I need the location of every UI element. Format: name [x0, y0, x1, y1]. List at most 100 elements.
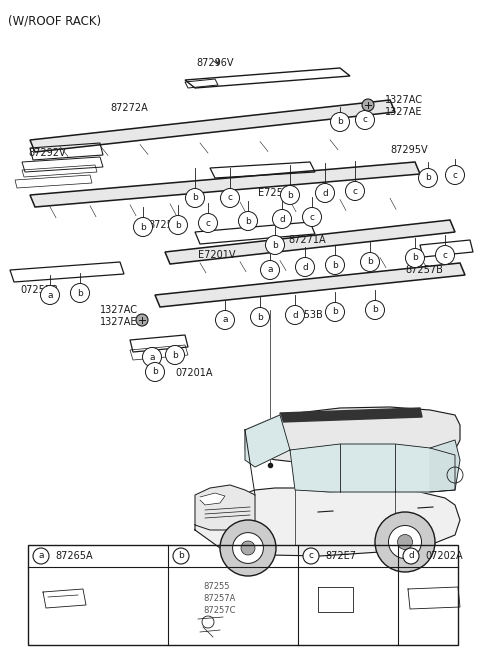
Circle shape — [286, 306, 304, 325]
Text: 87272A: 87272A — [110, 103, 148, 113]
Text: 87257A: 87257A — [203, 594, 235, 603]
Text: 872E7: 872E7 — [325, 551, 356, 561]
Circle shape — [40, 286, 60, 304]
Circle shape — [419, 168, 437, 187]
Text: d: d — [279, 214, 285, 223]
Circle shape — [331, 112, 349, 131]
Circle shape — [362, 99, 374, 111]
Text: b: b — [412, 254, 418, 263]
Text: c: c — [228, 194, 232, 202]
Circle shape — [325, 256, 345, 275]
Circle shape — [346, 181, 364, 200]
Text: E7258B: E7258B — [258, 188, 296, 198]
Text: c: c — [443, 250, 447, 260]
Polygon shape — [165, 220, 455, 264]
Text: b: b — [175, 221, 181, 229]
Circle shape — [403, 548, 419, 564]
Text: 87296V: 87296V — [196, 58, 234, 68]
Text: c: c — [205, 219, 211, 227]
Circle shape — [143, 348, 161, 367]
Text: a: a — [149, 353, 155, 361]
Circle shape — [251, 307, 269, 327]
Text: b: b — [372, 306, 378, 315]
Circle shape — [33, 548, 49, 564]
Text: d: d — [302, 263, 308, 271]
Circle shape — [302, 208, 322, 227]
Circle shape — [220, 520, 276, 576]
Circle shape — [356, 110, 374, 129]
Circle shape — [216, 311, 235, 330]
Circle shape — [133, 217, 153, 237]
Polygon shape — [195, 485, 255, 530]
Circle shape — [199, 214, 217, 233]
Polygon shape — [245, 407, 460, 463]
Circle shape — [296, 258, 314, 277]
Text: d: d — [292, 311, 298, 319]
Circle shape — [435, 246, 455, 265]
Text: c: c — [309, 551, 313, 560]
Text: b: b — [172, 350, 178, 359]
Polygon shape — [200, 493, 225, 505]
Circle shape — [325, 302, 345, 321]
Polygon shape — [155, 263, 465, 307]
Circle shape — [71, 284, 89, 302]
Circle shape — [220, 189, 240, 208]
Circle shape — [241, 541, 255, 555]
Polygon shape — [430, 440, 460, 492]
Text: (W/ROOF RACK): (W/ROOF RACK) — [8, 14, 101, 27]
Text: b: b — [337, 118, 343, 127]
Bar — [28, 545, 458, 645]
Text: 07252B: 07252B — [20, 285, 58, 295]
Circle shape — [265, 235, 285, 254]
Text: 1327AC
1327AE: 1327AC 1327AE — [100, 305, 138, 327]
Text: 1327AC
1327AE: 1327AC 1327AE — [385, 95, 423, 118]
Text: b: b — [178, 551, 184, 560]
Text: 87257B: 87257B — [405, 265, 443, 275]
Circle shape — [273, 210, 291, 229]
Circle shape — [239, 212, 257, 231]
Polygon shape — [30, 162, 420, 207]
Circle shape — [280, 185, 300, 204]
Circle shape — [303, 548, 319, 564]
Text: a: a — [222, 315, 228, 325]
Text: b: b — [272, 240, 278, 250]
Text: b: b — [77, 288, 83, 298]
Circle shape — [445, 166, 465, 185]
Circle shape — [145, 363, 165, 382]
Circle shape — [173, 548, 189, 564]
Text: 87271A: 87271A — [288, 235, 325, 245]
Text: c: c — [362, 116, 368, 124]
Text: b: b — [140, 223, 146, 231]
Text: 87292V: 87292V — [28, 148, 66, 158]
Text: d: d — [408, 551, 414, 560]
Text: E7201V: E7201V — [198, 250, 236, 260]
Text: b: b — [152, 367, 158, 376]
Polygon shape — [30, 100, 395, 152]
Circle shape — [185, 189, 204, 208]
Circle shape — [388, 526, 421, 558]
Circle shape — [397, 535, 412, 549]
Text: b: b — [257, 313, 263, 321]
Text: 07202A: 07202A — [425, 551, 463, 561]
Circle shape — [136, 314, 148, 326]
Circle shape — [233, 533, 264, 564]
Circle shape — [360, 252, 380, 271]
Polygon shape — [280, 408, 422, 422]
Text: 87254B: 87254B — [148, 220, 186, 230]
Polygon shape — [245, 415, 290, 467]
Circle shape — [365, 300, 384, 319]
Text: c: c — [310, 212, 314, 221]
Polygon shape — [195, 488, 460, 556]
Text: b: b — [287, 191, 293, 200]
Text: 87265A: 87265A — [55, 551, 93, 561]
Text: c: c — [453, 171, 457, 179]
Circle shape — [166, 346, 184, 365]
Text: 87255: 87255 — [203, 582, 229, 591]
Text: b: b — [367, 258, 373, 267]
Polygon shape — [290, 444, 455, 492]
Circle shape — [315, 183, 335, 202]
Circle shape — [261, 260, 279, 279]
Text: b: b — [425, 173, 431, 183]
Text: b: b — [332, 260, 338, 269]
Circle shape — [375, 512, 435, 572]
